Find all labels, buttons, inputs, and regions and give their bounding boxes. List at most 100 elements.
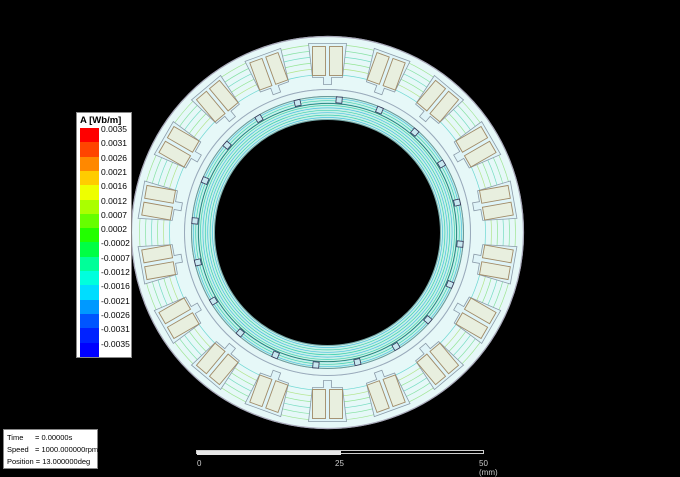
slot-outline: [415, 341, 465, 391]
coil-right: [478, 261, 511, 281]
slot-outline: [190, 74, 240, 124]
rotor-flux-contour: [192, 97, 463, 368]
stator-slot: [472, 244, 518, 285]
stator-slot: [153, 296, 202, 345]
rotor-magnet: [445, 280, 455, 289]
coil-left: [481, 244, 514, 264]
coil-right: [429, 90, 460, 123]
coil-right: [463, 140, 497, 168]
stator-slot: [472, 180, 518, 221]
legend-swatch: [80, 213, 99, 229]
rotor-bore: [214, 119, 441, 346]
legend-swatch: [80, 185, 99, 200]
scale-tick-50: 50 (mm): [479, 459, 498, 477]
coil-right: [416, 353, 447, 386]
stator-slot: [453, 296, 502, 345]
rotor-flux-contour: [195, 100, 460, 365]
color-legend: A [Wb/m] 0.0035 0.0031 0.0026 0.0021 0.0016 0…: [76, 112, 132, 358]
stator-slot: [365, 369, 411, 418]
rotor-magnet: [312, 361, 320, 369]
legend-label: -0.0035: [101, 338, 130, 349]
rotor-flux-contour: [212, 117, 443, 348]
rotor-magnet: [235, 328, 246, 338]
time-row: Time = 0.00000s: [7, 432, 94, 444]
coil-right: [144, 184, 177, 204]
coil-right: [158, 297, 192, 325]
legend-label: 0.0035: [101, 124, 127, 134]
rotor-magnet: [254, 113, 264, 124]
speed-value: = 1000.000000rpm: [35, 445, 99, 454]
rotor-magnet: [208, 296, 219, 306]
time-key: Time: [7, 433, 24, 442]
rotor-magnet: [375, 105, 384, 115]
coil-right: [265, 52, 289, 85]
coil-left: [382, 374, 406, 408]
stator-slot: [244, 47, 290, 96]
rotor-magnet: [436, 159, 447, 169]
stator-slot: [308, 43, 347, 85]
legend-swatch: [80, 156, 99, 172]
stator-slot: [137, 244, 183, 285]
legend-label: 0.0007: [101, 209, 127, 220]
slot-outline: [415, 74, 465, 124]
rotor-magnet: [191, 217, 199, 225]
coil-left: [208, 353, 239, 386]
speed-key: Speed: [7, 445, 29, 454]
legend-label: 0.0012: [101, 195, 127, 206]
rotor-magnet: [222, 140, 232, 151]
stator-slot: [153, 120, 202, 169]
coil-right: [382, 57, 406, 91]
legend-swatch: [80, 285, 99, 301]
coil-right: [455, 312, 489, 340]
scale-tick-0: 0: [197, 459, 202, 468]
legend-swatch: [80, 299, 99, 315]
rotor-flux-contour: [207, 112, 448, 353]
position-row: Position = 13.000000deg: [7, 456, 94, 468]
coil-left: [366, 52, 390, 85]
legend-swatch: [80, 328, 99, 343]
stator-slot: [308, 380, 347, 422]
coil-left: [265, 380, 289, 413]
rotor-flux-contour: [204, 109, 451, 356]
rotor-magnet: [353, 358, 362, 367]
rotor-line: [198, 103, 457, 362]
coil-left: [249, 57, 273, 91]
legend-label: -0.0012: [101, 267, 130, 277]
coil-left: [144, 261, 177, 281]
rotor-flux-contour: [202, 107, 453, 358]
legend-label: -0.0031: [101, 324, 130, 335]
legend-label: -0.0021: [101, 295, 130, 306]
rotor-magnet: [271, 350, 280, 360]
legend-label: 0.0031: [101, 138, 127, 149]
stator-slot: [190, 74, 240, 124]
legend-label: 0.0016: [101, 181, 127, 192]
rotor-magnet: [391, 341, 401, 352]
rotor-magnet: [456, 240, 464, 248]
coil-left: [416, 79, 447, 112]
legend-label: 0.0021: [101, 166, 127, 177]
time-value: = 0.00000s: [35, 433, 73, 442]
stator-slot: [365, 47, 411, 96]
legend-label: 0.0026: [101, 152, 127, 163]
legend-swatch: [80, 170, 99, 186]
slot-outline: [190, 341, 240, 391]
legend-swatch: [80, 142, 99, 158]
legend-swatch: [80, 271, 99, 286]
scale-bar-half: [197, 451, 341, 455]
coil-right: [312, 389, 326, 419]
coil-right: [166, 125, 200, 153]
legend-label: -0.0007: [101, 252, 130, 263]
stator-slot: [415, 74, 465, 124]
coil-left: [158, 140, 192, 168]
coil-right: [208, 79, 239, 112]
position-value: = 13.000000deg: [35, 457, 91, 466]
coil-right: [481, 201, 514, 221]
rotor-flux-contour: [209, 114, 446, 351]
legend-swatch: [80, 313, 99, 329]
legend-swatch: [80, 128, 99, 143]
coil-right: [249, 374, 273, 408]
coil-right: [329, 46, 343, 76]
stator-slot: [190, 341, 240, 391]
coil-left: [455, 125, 489, 153]
